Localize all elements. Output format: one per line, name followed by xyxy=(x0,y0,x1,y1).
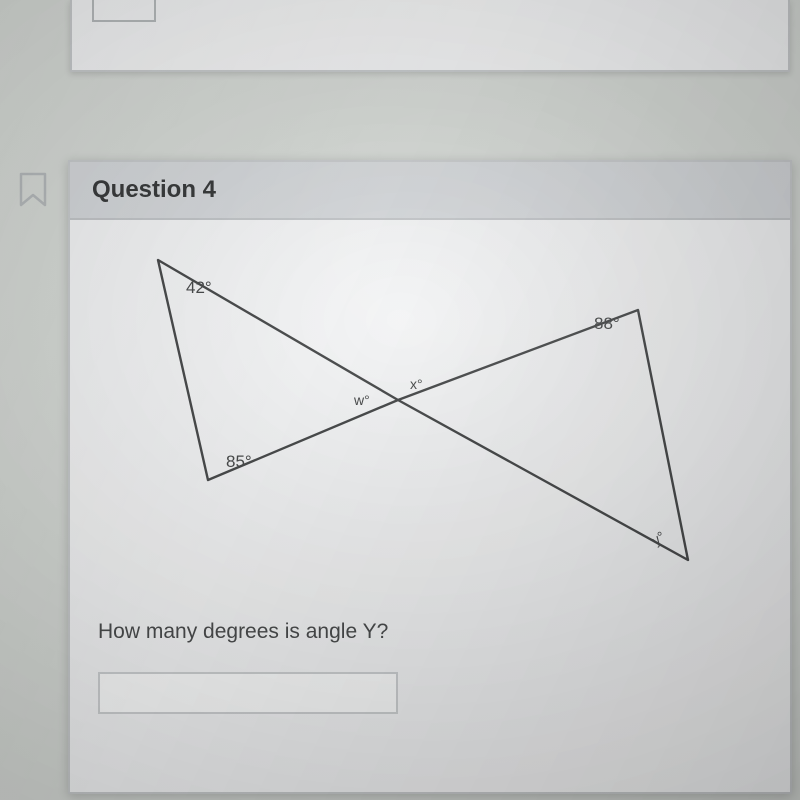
previous-question-card xyxy=(70,0,790,72)
question-title: Question 4 xyxy=(70,162,790,220)
angle-label: 85° xyxy=(226,452,252,472)
angle-label: w° xyxy=(354,392,370,408)
previous-answer-box-fragment xyxy=(92,0,156,22)
question-body: 42°w°85°x°88°y° How many degrees is angl… xyxy=(70,220,790,744)
bookmark-flag-icon[interactable] xyxy=(18,172,48,208)
angle-label: x° xyxy=(410,376,423,392)
triangle-diagram: 42°w°85°x°88°y° xyxy=(98,250,728,610)
question-prompt: How many degrees is angle Y? xyxy=(98,620,762,644)
angle-label: 42° xyxy=(186,278,212,298)
question-card: Question 4 42°w°85°x°88°y° How many degr… xyxy=(68,160,792,794)
angle-label: 88° xyxy=(594,314,620,334)
answer-input[interactable] xyxy=(98,672,398,714)
diagram-svg xyxy=(98,250,728,610)
